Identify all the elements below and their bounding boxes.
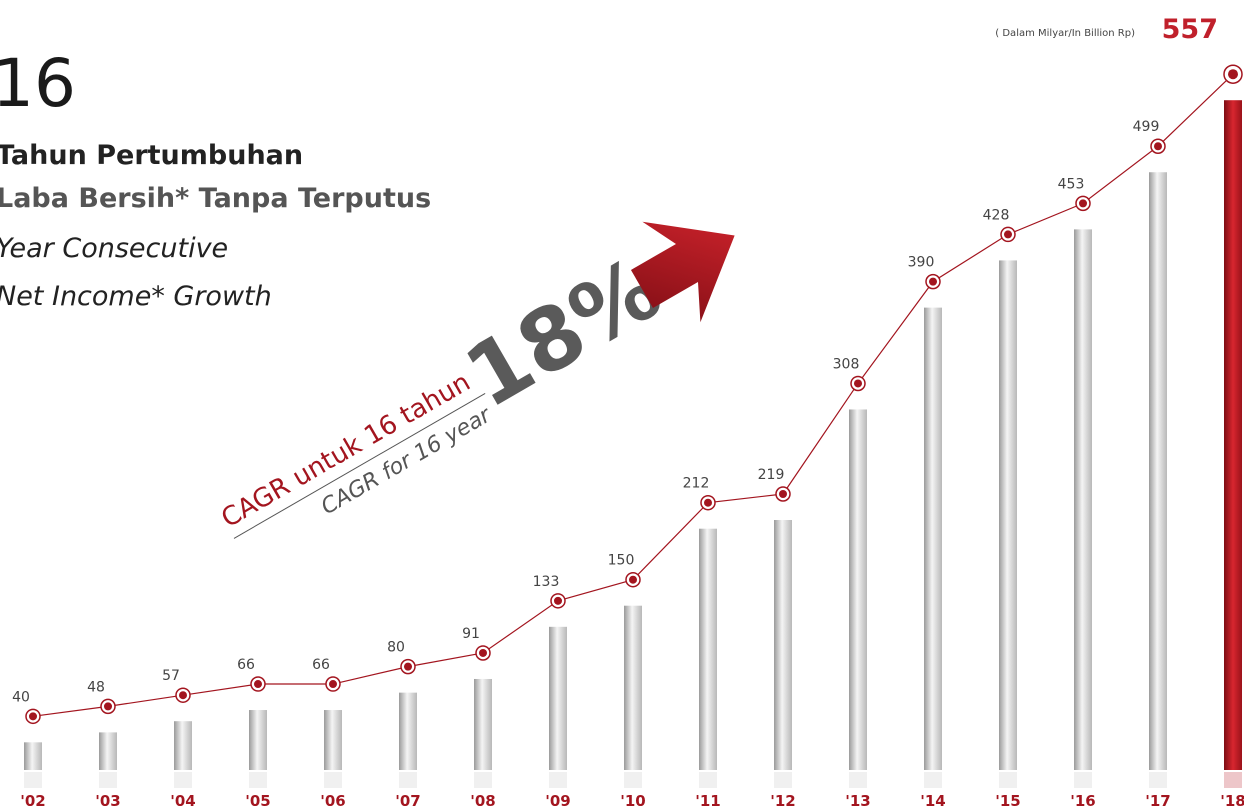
point xyxy=(254,680,262,689)
point xyxy=(704,498,712,507)
value-label: 66 xyxy=(237,657,255,673)
bar-reflection xyxy=(1149,772,1167,788)
point xyxy=(329,680,337,689)
point xyxy=(779,490,787,499)
point xyxy=(404,662,412,671)
subtitle: Year Consecutive xyxy=(0,233,228,264)
value-label: 150 xyxy=(608,553,635,569)
bar-reflection xyxy=(399,772,417,788)
cagr-callout: CAGR untuk 16 tahun CAGR for 16 year 18% xyxy=(217,221,735,539)
value-label: 308 xyxy=(833,356,860,372)
x-tick-label: '14 xyxy=(920,792,945,810)
bar xyxy=(1149,172,1167,770)
point xyxy=(1004,230,1012,239)
bar-reflection xyxy=(774,772,792,788)
x-tick-label: '07 xyxy=(395,792,420,810)
bar-reflection xyxy=(624,772,642,788)
bar-reflection xyxy=(249,772,267,788)
bar xyxy=(849,409,867,770)
point xyxy=(1228,69,1238,80)
x-tick-label: '02 xyxy=(20,792,45,810)
bar-reflection xyxy=(174,772,192,788)
bar-reflection xyxy=(699,772,717,788)
point xyxy=(1154,142,1162,151)
value-label: 48 xyxy=(87,679,105,695)
cagr-rule xyxy=(233,392,486,539)
point xyxy=(929,277,937,286)
value-label: 57 xyxy=(162,668,180,684)
bar xyxy=(549,626,567,770)
point xyxy=(554,596,562,605)
value-label: 66 xyxy=(312,657,330,673)
x-tick-label: '16 xyxy=(1070,792,1095,810)
x-tick-label: '11 xyxy=(695,792,720,810)
bar-reflection xyxy=(474,772,492,788)
arrow xyxy=(630,221,735,323)
value-label: 91 xyxy=(462,626,480,642)
x-tick-label: '17 xyxy=(1145,792,1170,810)
point xyxy=(854,379,862,388)
bar xyxy=(924,307,942,770)
value-label: 428 xyxy=(983,207,1010,223)
bar-reflection xyxy=(999,772,1017,788)
point xyxy=(479,648,487,657)
value-label: 390 xyxy=(908,255,935,271)
point xyxy=(1079,199,1087,208)
bar-reflection xyxy=(99,772,117,788)
value-label: 557 xyxy=(1162,14,1218,45)
bar xyxy=(699,528,717,770)
x-tick-label: '10 xyxy=(620,792,645,810)
bar xyxy=(1224,100,1242,771)
unit-note: ( Dalam Milyar/In Billion Rp) xyxy=(995,28,1135,39)
bar xyxy=(1074,229,1092,770)
bar-reflection xyxy=(1074,772,1092,788)
bar xyxy=(474,678,492,770)
x-tick-label: '06 xyxy=(320,792,345,810)
point xyxy=(29,712,37,721)
value-label: 219 xyxy=(758,467,785,483)
point xyxy=(629,575,637,584)
point xyxy=(104,702,112,711)
bar xyxy=(99,732,117,770)
value-label: 133 xyxy=(533,574,560,590)
bar xyxy=(624,605,642,770)
x-tick-label: '18 xyxy=(1220,792,1244,810)
bar xyxy=(249,710,267,770)
x-tick-label: '13 xyxy=(845,792,870,810)
x-tick-label: '08 xyxy=(470,792,495,810)
value-label: 453 xyxy=(1058,176,1085,192)
x-tick-label: '04 xyxy=(170,792,195,810)
x-tick-label: '12 xyxy=(770,792,795,810)
subtitle: Net Income* Growth xyxy=(0,281,272,312)
bar xyxy=(999,260,1017,770)
bar xyxy=(774,520,792,770)
bar-reflection xyxy=(324,772,342,788)
bar xyxy=(24,742,42,770)
value-label: 80 xyxy=(387,640,405,656)
value-label: 40 xyxy=(12,689,30,705)
point xyxy=(179,691,187,700)
x-tick-label: '05 xyxy=(245,792,270,810)
x-tick-label: '15 xyxy=(995,792,1020,810)
x-tick-label: '09 xyxy=(545,792,570,810)
bar-reflection xyxy=(849,772,867,788)
value-label: 212 xyxy=(683,476,710,492)
bar-reflection xyxy=(24,772,42,788)
bar-reflection xyxy=(1224,772,1242,788)
headline: 16 xyxy=(0,45,76,122)
value-label: 499 xyxy=(1133,119,1160,135)
bar xyxy=(174,721,192,770)
subtitle: Tahun Pertumbuhan xyxy=(0,140,303,171)
bar-reflection xyxy=(549,772,567,788)
bar xyxy=(324,710,342,770)
bar-reflection xyxy=(924,772,942,788)
bar xyxy=(399,692,417,770)
x-tick-label: '03 xyxy=(95,792,120,810)
subtitle: Laba Bersih* Tanpa Terputus xyxy=(0,183,431,214)
